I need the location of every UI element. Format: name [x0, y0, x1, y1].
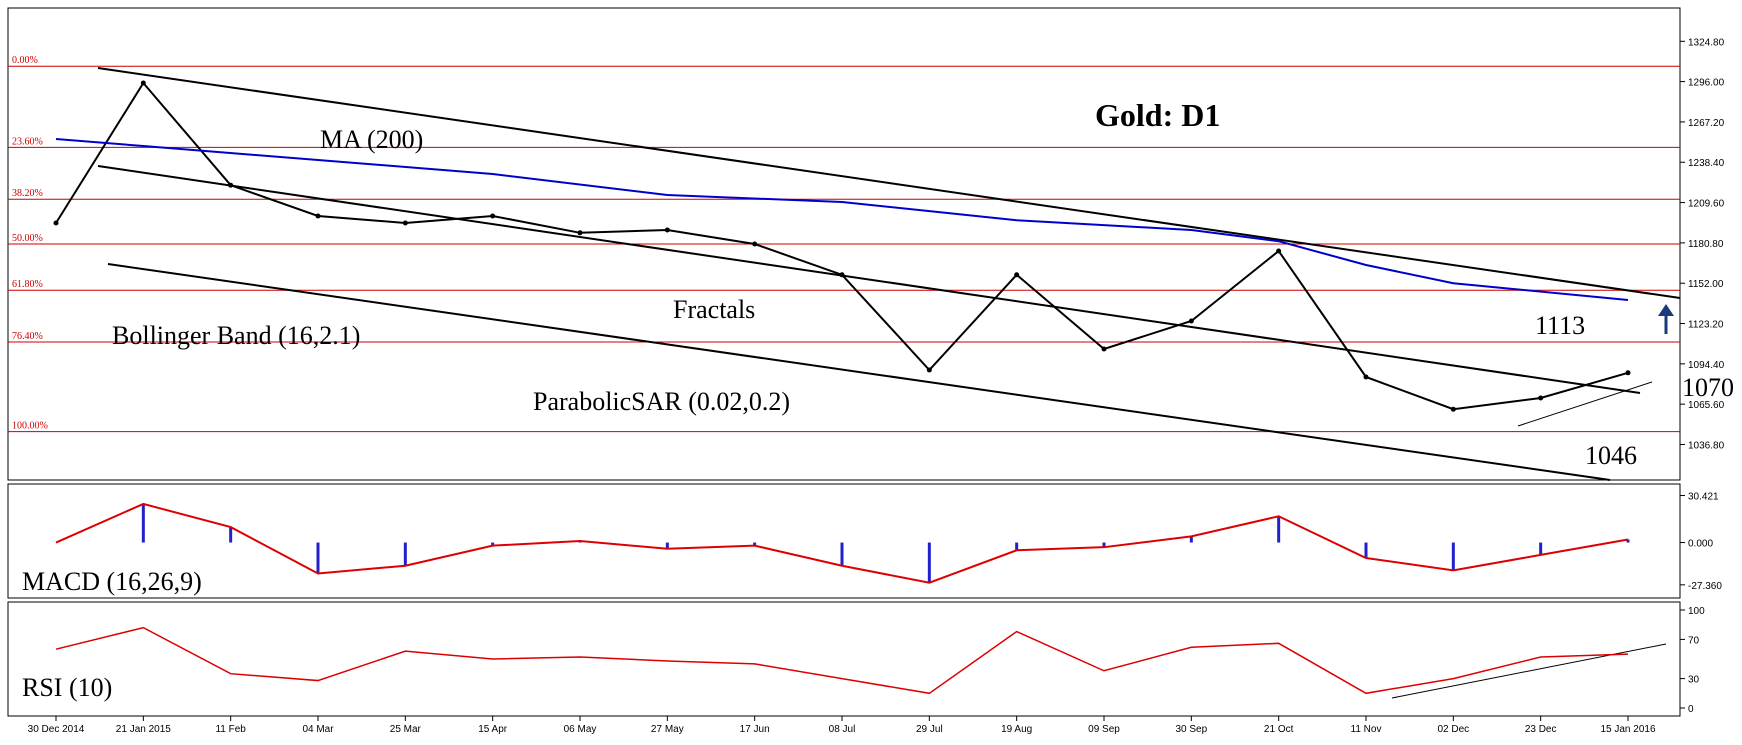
x-tick-label: 08 Jul — [829, 724, 856, 735]
fib-level-label: 50.00% — [12, 233, 43, 244]
x-tick-label: 11 Feb — [215, 724, 246, 735]
price-point — [926, 367, 932, 373]
price-point — [1276, 248, 1282, 254]
x-tick-label: 29 Jul — [916, 724, 943, 735]
price-point — [1625, 370, 1631, 376]
price-y-tick-label: 1123.20 — [1688, 320, 1724, 331]
price-y-tick-label: 1296.00 — [1688, 78, 1725, 89]
x-tick-label: 11 Nov — [1351, 724, 1382, 735]
x-tick-label: 27 May — [651, 724, 684, 735]
price-point — [140, 80, 146, 86]
price-point — [53, 220, 59, 226]
axes: 1324.80 1296.00 1267.20 1238.40 1209.60 1180.… — [28, 37, 1725, 735]
chart-title: Gold: D1 — [1095, 97, 1220, 133]
price-point — [402, 220, 408, 226]
price-point — [752, 241, 758, 247]
price-point — [1538, 395, 1544, 401]
rsi-trendline — [1391, 643, 1667, 699]
rsi-y-tick-label: 30 — [1688, 675, 1700, 686]
x-tick-label: 30 Dec 2014 — [28, 724, 85, 735]
rsi-y-tick-label: 70 — [1688, 635, 1700, 646]
macd-y-tick-label: 0.000 — [1688, 539, 1713, 550]
trend-channel — [97, 67, 1681, 481]
price-point — [1450, 406, 1456, 412]
x-tick-label: 04 Mar — [302, 724, 334, 735]
price-y-tick-label: 1180.80 — [1688, 239, 1724, 250]
fibonacci-levels: 0.00% 23.60% 38.20% 50.00% 61.80% 76.40% 100.0… — [8, 55, 1680, 433]
parabolic-sar-annotation: ParabolicSAR (0.02,0.2) — [533, 387, 790, 416]
x-tick-label: 09 Sep — [1088, 724, 1120, 735]
x-tick-label: 15 Jan 2016 — [1600, 724, 1655, 735]
rsi-series — [55, 626, 1667, 699]
price-y-tick-label: 1065.60 — [1688, 400, 1725, 411]
fib-level-label: 61.80% — [12, 279, 43, 290]
price-point — [228, 182, 234, 188]
price-point — [1101, 346, 1107, 352]
price-y-tick-label: 1094.40 — [1688, 360, 1725, 371]
macd-label: MACD (16,26,9) — [22, 567, 202, 596]
x-tick-label: 23 Dec — [1525, 724, 1557, 735]
rsi-line — [55, 626, 1629, 695]
price-y-tick-label: 1324.80 — [1688, 37, 1725, 48]
channel-middle-line — [97, 165, 1641, 394]
price-point — [1014, 272, 1020, 278]
price-point — [490, 213, 496, 219]
channel-upper-line — [97, 67, 1681, 299]
price-y-tick-label: 1152.00 — [1688, 279, 1724, 290]
fractals-annotation: Fractals — [673, 295, 755, 324]
macd-y-tick-label: -27.360 — [1688, 581, 1722, 592]
x-tick-label: 15 Apr — [478, 724, 508, 735]
rsi-label: RSI (10) — [22, 673, 112, 702]
macd-signal-line — [55, 502, 1629, 584]
price-point — [577, 230, 583, 236]
ma200-line — [55, 138, 1629, 301]
x-tick-label: 19 Aug — [1001, 724, 1032, 735]
rsi-panel-frame — [7, 601, 1681, 717]
macd-series — [55, 502, 1630, 584]
current-price-label: 1070 — [1682, 373, 1734, 402]
resistance-label: 1113 — [1535, 311, 1585, 340]
macd-y-tick-label: 30.421 — [1688, 492, 1719, 503]
price-y-tick-label: 1209.60 — [1688, 199, 1725, 210]
price-y-tick-label: 1267.20 — [1688, 118, 1725, 129]
x-tick-label: 02 Dec — [1437, 724, 1469, 735]
fib-level-label: 38.20% — [12, 188, 43, 199]
x-tick-label: 25 Mar — [390, 724, 422, 735]
x-tick-label: 17 Jun — [740, 724, 770, 735]
price-y-tick-label: 1036.80 — [1688, 440, 1725, 451]
macd-panel-frame — [7, 483, 1681, 599]
support-trendline — [1517, 381, 1653, 427]
price-series — [53, 80, 1631, 412]
ma200-annotation: MA (200) — [320, 125, 423, 154]
fib-level-label: 0.00% — [12, 55, 38, 66]
price-point — [1188, 318, 1194, 324]
fib-level-label: 100.00% — [12, 421, 48, 432]
x-tick-label: 30 Sep — [1175, 724, 1207, 735]
price-point — [315, 213, 321, 219]
price-point — [1363, 374, 1369, 380]
x-tick-label: 21 Jan 2015 — [116, 724, 171, 735]
x-tick-label: 21 Oct — [1264, 724, 1294, 735]
rsi-y-tick-label: 100 — [1688, 606, 1705, 617]
fib-level-label: 23.60% — [12, 136, 43, 147]
channel-lower-line — [107, 263, 1611, 481]
support-label: 1046 — [1585, 441, 1637, 470]
fib-level-label: 76.40% — [12, 331, 43, 342]
ma200-series — [55, 138, 1629, 301]
price-point — [664, 227, 670, 233]
x-tick-label: 06 May — [564, 724, 597, 735]
bollinger-annotation: Bollinger Band (16,2.1) — [112, 321, 360, 350]
rsi-y-tick-label: 0 — [1688, 704, 1694, 715]
price-point — [839, 272, 845, 278]
price-y-tick-label: 1238.40 — [1688, 158, 1725, 169]
up-arrow-icon — [1658, 304, 1674, 334]
